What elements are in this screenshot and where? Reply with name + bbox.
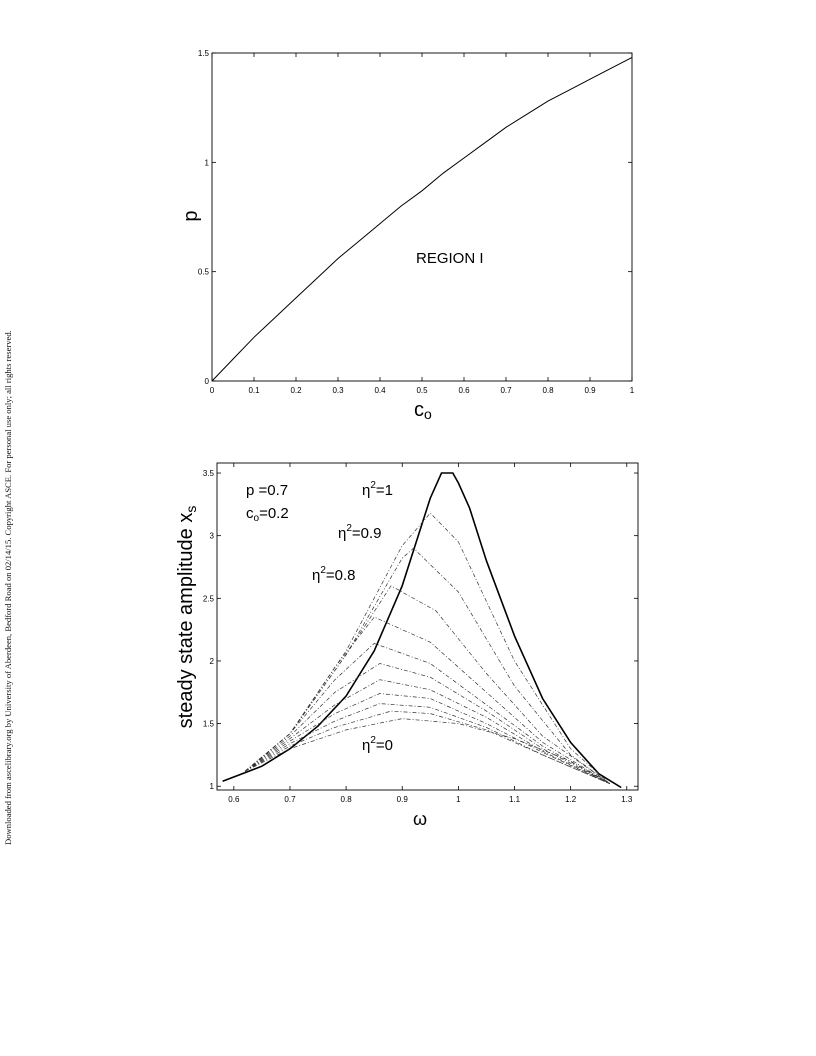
chart-p-vs-co: 0 0.1 0.2 0.3 0.4 0.5 0.6 0.7 0.8 0.9 1 0 0.5 1 1.5 p… xyxy=(180,49,635,422)
series-dashed-line xyxy=(244,547,611,784)
chart-amplitude-vs-omega: 0.6 0.7 0.8 0.9 1 1.1 1.2 1.3 1 1.5 2 2.5 3 3.5 stea… xyxy=(175,462,639,829)
y-tick-label: 0.5 xyxy=(198,268,210,277)
series-envelope-line xyxy=(222,472,622,789)
series-dashed-line xyxy=(244,679,611,785)
chart1-x-ticks: 0 0.1 0.2 0.3 0.4 0.5 0.6 0.7 0.8 0.9 1 xyxy=(210,53,635,395)
y-tick-label: 3.5 xyxy=(203,469,215,478)
x-tick-label: 0.9 xyxy=(584,386,596,395)
chart1-xlabel: co xyxy=(414,399,432,422)
chart1-ylabel: p xyxy=(180,210,202,221)
series-dashed-line xyxy=(244,616,611,784)
y-tick-label: 0 xyxy=(205,377,210,386)
series-dashed-line xyxy=(244,710,611,785)
chart2-ylabel: steady state amplitude xs xyxy=(175,506,199,729)
chart2-frame xyxy=(216,462,639,791)
y-tick-label: 1 xyxy=(210,782,215,791)
chart2-y-ticks: 1 1.5 2 2.5 3 3.5 xyxy=(203,469,638,791)
x-tick-label: 1 xyxy=(630,386,635,395)
x-tick-label: 0.5 xyxy=(416,386,428,395)
series-dashed-line xyxy=(244,703,611,785)
x-tick-label: 0.2 xyxy=(290,386,302,395)
chart1-series-line xyxy=(211,56,633,382)
x-tick-label: 0.7 xyxy=(500,386,512,395)
chart2-label-eta-1: η2=1 xyxy=(362,480,393,499)
chart2-label-eta-0: η2=0 xyxy=(362,735,393,754)
y-tick-label: 2 xyxy=(210,657,215,666)
chart2-param-p: p =0.7 xyxy=(246,482,288,499)
x-tick-label: 1.1 xyxy=(509,795,521,804)
x-tick-label: 0 xyxy=(210,386,215,395)
series-dashed-line xyxy=(244,718,611,785)
x-tick-label: 0.6 xyxy=(458,386,470,395)
x-tick-label: 0.3 xyxy=(332,386,344,395)
x-tick-label: 0.7 xyxy=(284,795,296,804)
series-dashed-line xyxy=(244,693,611,785)
x-tick-label: 0.4 xyxy=(374,386,386,395)
chart1-annotation-region: REGION I xyxy=(416,250,484,267)
series-dashed-line xyxy=(244,642,611,785)
series-dashed-line xyxy=(244,512,611,784)
chart1-y-ticks: 0 0.5 1 1.5 xyxy=(198,49,632,386)
x-tick-label: 0.8 xyxy=(341,795,353,804)
x-tick-label: 0.6 xyxy=(228,795,240,804)
x-tick-label: 1.3 xyxy=(621,795,633,804)
series-dashed-line xyxy=(244,585,611,784)
x-tick-label: 0.9 xyxy=(397,795,409,804)
chart2-x-ticks: 0.6 0.7 0.8 0.9 1 1.1 1.2 1.3 xyxy=(228,463,633,804)
chart2-label-eta-08: η2=0.8 xyxy=(312,565,356,584)
y-tick-label: 2.5 xyxy=(203,594,215,603)
y-tick-label: 3 xyxy=(210,532,215,541)
x-tick-label: 0.1 xyxy=(248,386,260,395)
series-dashed-line xyxy=(244,663,611,785)
y-tick-label: 1.5 xyxy=(198,49,210,58)
y-tick-label: 1.5 xyxy=(203,720,215,729)
x-tick-label: 1.2 xyxy=(565,795,577,804)
chart2-param-co: co=0.2 xyxy=(246,505,289,524)
chart1-frame xyxy=(211,52,633,382)
y-tick-label: 1 xyxy=(205,158,210,167)
chart2-series-lines xyxy=(222,472,622,789)
x-tick-label: 0.8 xyxy=(542,386,554,395)
chart2-xlabel: ω xyxy=(413,809,427,829)
chart2-label-eta-09: η2=0.9 xyxy=(338,523,382,542)
x-tick-label: 1 xyxy=(456,795,461,804)
